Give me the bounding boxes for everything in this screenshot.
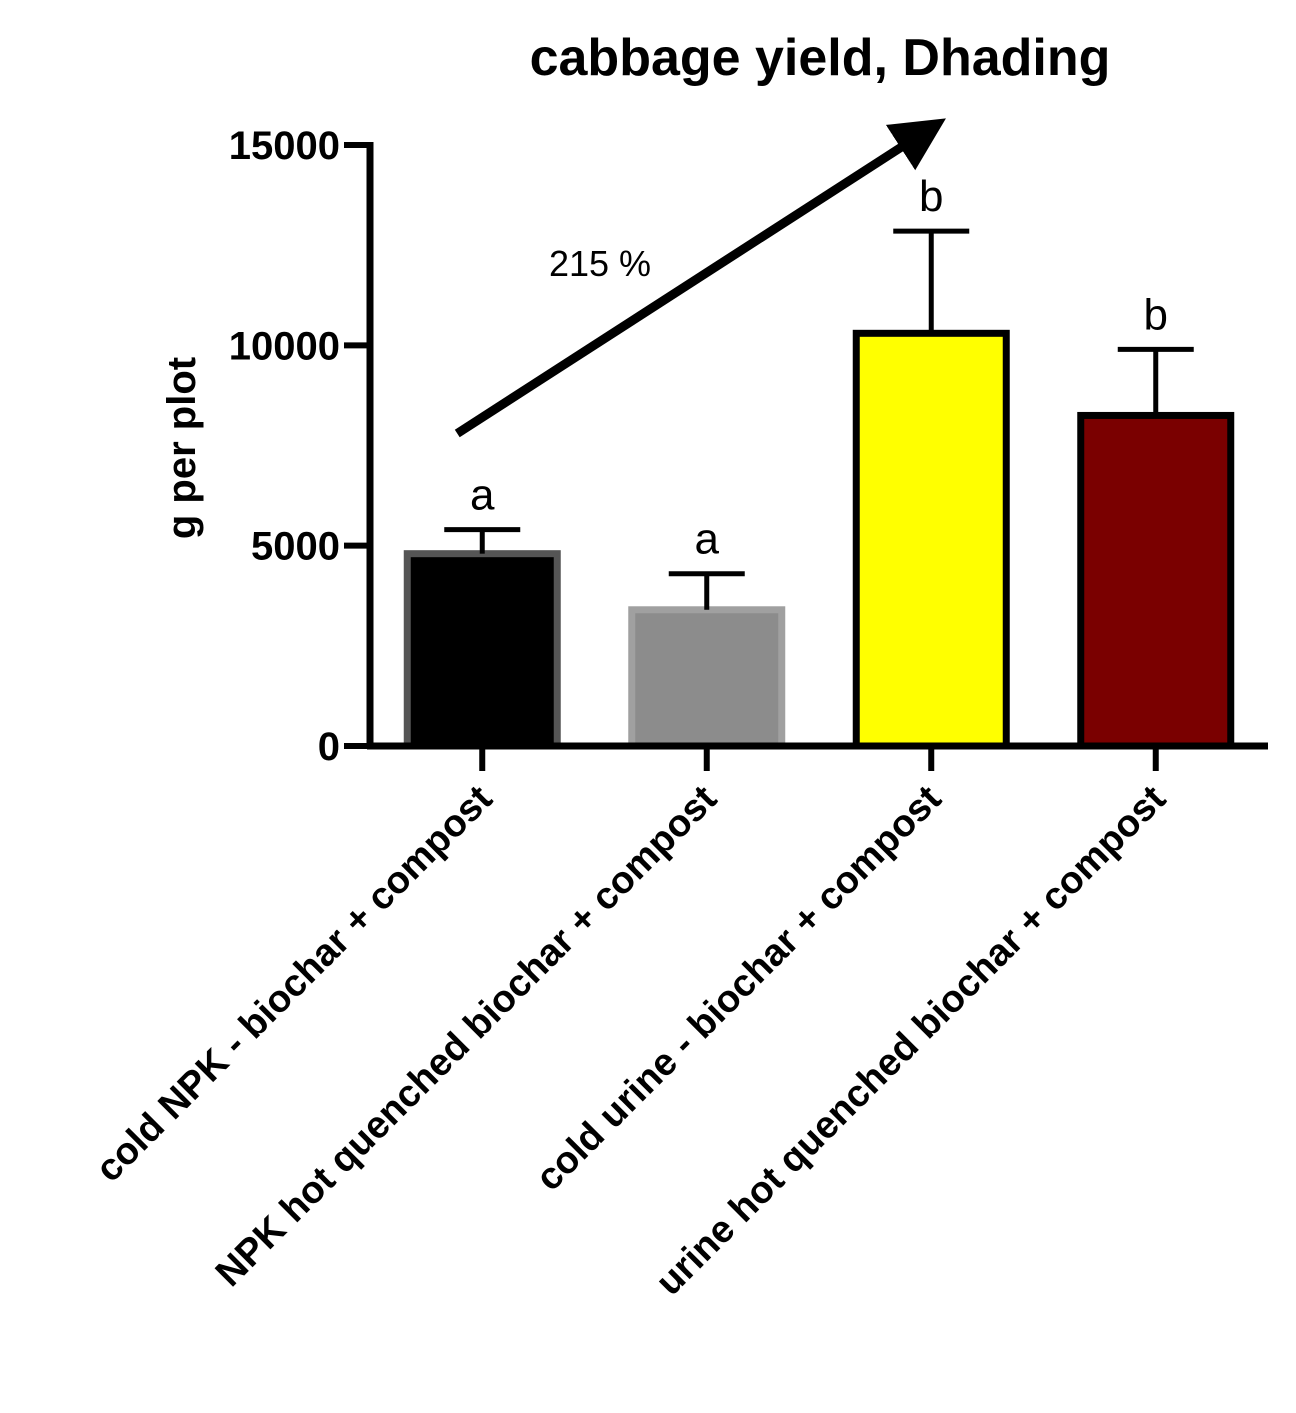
significance-label: b (919, 172, 943, 221)
bar (1077, 411, 1235, 750)
bar (852, 329, 1010, 750)
x-tick-label: urine hot quenched biochar + compost (648, 777, 1174, 1303)
x-tick-label: NPK hot quenched biochar + compost (208, 777, 725, 1294)
y-axis-label: g per plot (160, 357, 204, 539)
trend-arrow (454, 118, 946, 438)
y-tick-label: 0 (318, 725, 340, 769)
bar (628, 606, 786, 750)
annotation-label: 215 % (549, 243, 651, 284)
chart-title: cabbage yield, Dhading (530, 29, 1111, 87)
plot-area: a a b b 0 5000 10000 15000 cold NPK - biochar + … (88, 118, 1268, 1304)
significance-label: a (695, 515, 720, 564)
x-tick-label: cold urine - biochar + compost (528, 777, 950, 1199)
significance-label: a (470, 471, 495, 520)
y-tick-label: 10000 (229, 324, 340, 368)
y-tick-label: 5000 (251, 525, 340, 569)
significance-label: b (1144, 290, 1168, 339)
y-tick-label: 15000 (229, 124, 340, 168)
bar (403, 550, 561, 750)
x-tick-label: cold NPK - biochar + compost (88, 777, 501, 1190)
